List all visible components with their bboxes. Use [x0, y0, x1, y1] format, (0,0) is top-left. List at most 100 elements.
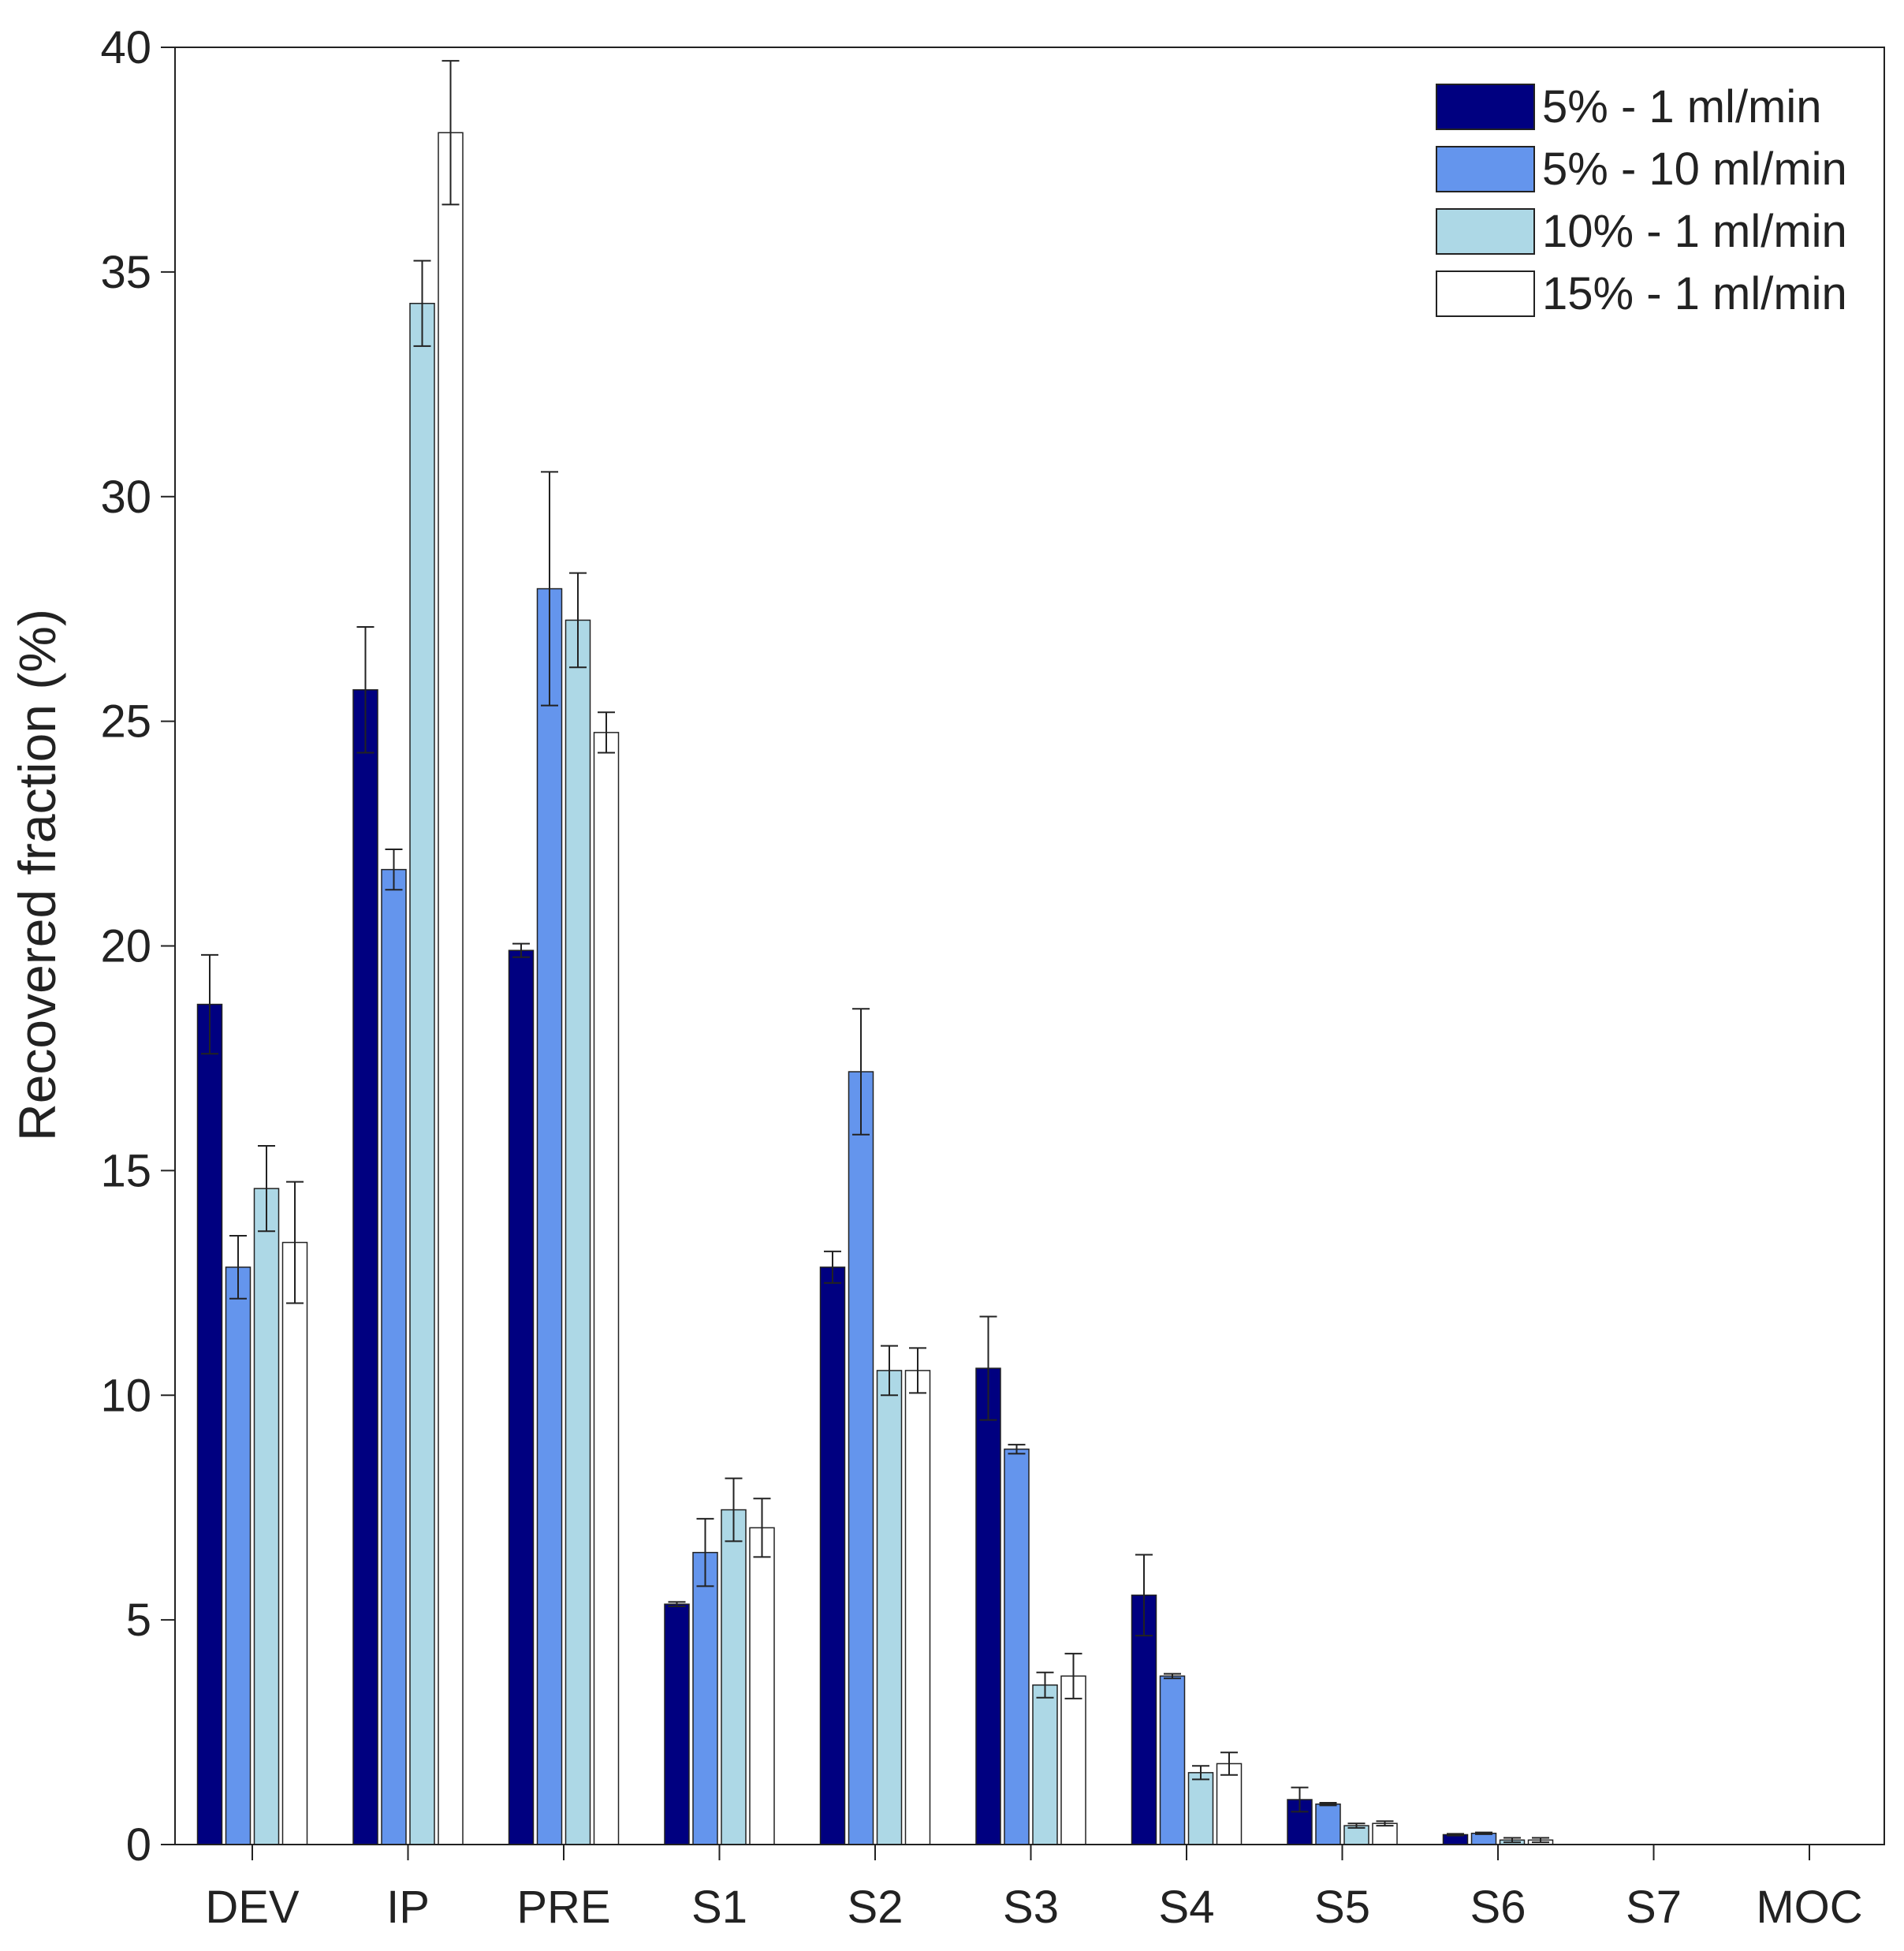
legend: 5% - 1 ml/min 5% - 10 ml/min 10% - 1 ml/mi… [1436, 81, 1847, 319]
legend-label: 5% - 10 ml/min [1542, 144, 1847, 195]
x-tick-label-s4: S4 [1159, 1882, 1215, 1933]
bar-pre-series-3 [564, 619, 591, 1845]
legend-swatch [1436, 208, 1535, 255]
bar-ip-series-4 [438, 132, 464, 1845]
legend-label: 10% - 1 ml/min [1542, 206, 1847, 257]
bar-s2-series-3 [876, 1370, 903, 1845]
x-tick-label-s5: S5 [1314, 1882, 1370, 1933]
bar-pre-series-4 [593, 732, 620, 1845]
error-bar-s6-series-1 [1447, 1833, 1464, 1837]
error-bar-s1-series-1 [668, 1601, 686, 1608]
bar-pre-series-1 [508, 949, 535, 1845]
x-tick-label-moc: MOC [1756, 1882, 1862, 1933]
error-bar-pre-series-1 [512, 942, 530, 958]
error-bar-dev-series-4 [286, 1181, 304, 1304]
bar-s5-series-2 [1315, 1803, 1341, 1845]
y-axis-title: Recovered fraction (%) [8, 609, 66, 1141]
bar-s2-series-2 [848, 1071, 874, 1845]
error-bar-s5-series-1 [1291, 1786, 1309, 1813]
error-bar-s1-series-4 [753, 1498, 771, 1558]
bar-ip-series-2 [381, 868, 407, 1845]
y-tick-label: 5 [126, 1595, 151, 1646]
x-tick-label-s6: S6 [1470, 1882, 1526, 1933]
bar-pre-series-2 [536, 588, 563, 1845]
bar-dev-series-2 [225, 1266, 252, 1845]
x-tick-label-pre: PRE [516, 1882, 610, 1933]
bar-ip-series-1 [352, 688, 378, 1845]
y-tick-label: 10 [100, 1370, 151, 1421]
error-bar-ip-series-2 [385, 849, 403, 891]
error-bar-dev-series-3 [258, 1145, 275, 1233]
error-bar-s4-series-2 [1164, 1673, 1181, 1680]
y-tick-label: 25 [100, 696, 151, 748]
bar-s4-series-4 [1216, 1763, 1243, 1845]
error-bar-s6-series-4 [1532, 1837, 1549, 1844]
y-tick-label: 0 [126, 1819, 151, 1871]
error-bar-s1-series-3 [725, 1477, 743, 1543]
error-bar-s5-series-2 [1319, 1802, 1337, 1807]
bar-s4-series-1 [1131, 1595, 1157, 1845]
x-tick-label-ip: IP [386, 1882, 430, 1933]
error-bars-layer [201, 60, 1549, 1844]
x-tick-label-s7: S7 [1626, 1882, 1682, 1933]
bar-s5-series-4 [1372, 1822, 1398, 1845]
error-bar-s5-series-4 [1376, 1820, 1394, 1827]
legend-swatch [1436, 146, 1535, 192]
error-bar-pre-series-4 [598, 711, 615, 754]
error-bar-s4-series-1 [1135, 1554, 1153, 1637]
bar-ip-series-3 [409, 303, 435, 1845]
bar-s1-series-1 [664, 1603, 690, 1845]
bar-s2-series-1 [819, 1266, 846, 1845]
legend-swatch [1436, 270, 1535, 317]
error-bar-s1-series-2 [696, 1517, 714, 1587]
error-bar-s4-series-4 [1220, 1751, 1238, 1776]
error-bar-s3-series-2 [1008, 1443, 1026, 1455]
error-bar-pre-series-3 [569, 572, 587, 669]
legend-label: 15% - 1 ml/min [1542, 268, 1847, 319]
bar-s2-series-4 [904, 1370, 931, 1845]
bar-dev-series-4 [281, 1241, 308, 1845]
error-bar-dev-series-1 [201, 953, 218, 1055]
x-tick-label-s3: S3 [1003, 1882, 1059, 1933]
legend-entry-3: 10% - 1 ml/min [1436, 206, 1847, 257]
error-bar-s2-series-2 [852, 1008, 870, 1136]
x-tick-label-dev: DEV [205, 1882, 300, 1933]
bar-s4-series-3 [1187, 1772, 1214, 1845]
bar-s1-series-3 [721, 1509, 747, 1845]
y-tick-label: 20 [100, 921, 151, 972]
error-bar-s5-series-3 [1347, 1822, 1366, 1829]
error-bar-s2-series-3 [881, 1345, 898, 1397]
bar-s3-series-1 [975, 1367, 1001, 1845]
y-tick-label: 40 [100, 22, 151, 73]
bar-s1-series-2 [692, 1551, 718, 1845]
bar-s3-series-3 [1032, 1684, 1058, 1845]
y-axis: 0 5 10 15 20 25 30 35 40 [100, 22, 175, 1871]
error-bar-ip-series-1 [356, 625, 374, 754]
error-bar-s3-series-4 [1064, 1652, 1082, 1699]
error-bar-pre-series-2 [541, 471, 558, 707]
error-bar-s3-series-3 [1036, 1671, 1054, 1699]
bar-s4-series-2 [1159, 1675, 1186, 1845]
bar-dev-series-1 [196, 1003, 223, 1845]
error-bar-dev-series-2 [229, 1234, 247, 1300]
y-tick-label: 15 [100, 1145, 151, 1196]
x-tick-label-s1: S1 [691, 1882, 747, 1933]
error-bar-ip-series-4 [442, 60, 460, 206]
bar-s3-series-2 [1004, 1448, 1030, 1845]
bar-s1-series-4 [749, 1527, 775, 1845]
y-tick-label: 30 [100, 472, 151, 523]
error-bar-s4-series-3 [1192, 1765, 1209, 1781]
error-bar-s2-series-4 [909, 1347, 926, 1394]
error-bar-s3-series-1 [979, 1315, 997, 1421]
y-tick-label: 35 [100, 247, 151, 298]
error-bar-s6-series-2 [1475, 1831, 1492, 1835]
bars-layer [196, 132, 1554, 1845]
legend-entry-1: 5% - 1 ml/min [1436, 81, 1822, 132]
bar-s3-series-4 [1060, 1675, 1086, 1845]
legend-entry-4: 15% - 1 ml/min [1436, 268, 1847, 319]
error-bar-s2-series-1 [824, 1250, 841, 1284]
x-axis: DEV IP PRE S1 S2 S3 S4 S5 S6 S7 MOC [205, 1845, 1863, 1933]
error-bar-ip-series-3 [413, 259, 431, 347]
x-tick-label-s2: S2 [848, 1882, 904, 1933]
bar-dev-series-3 [253, 1188, 280, 1845]
